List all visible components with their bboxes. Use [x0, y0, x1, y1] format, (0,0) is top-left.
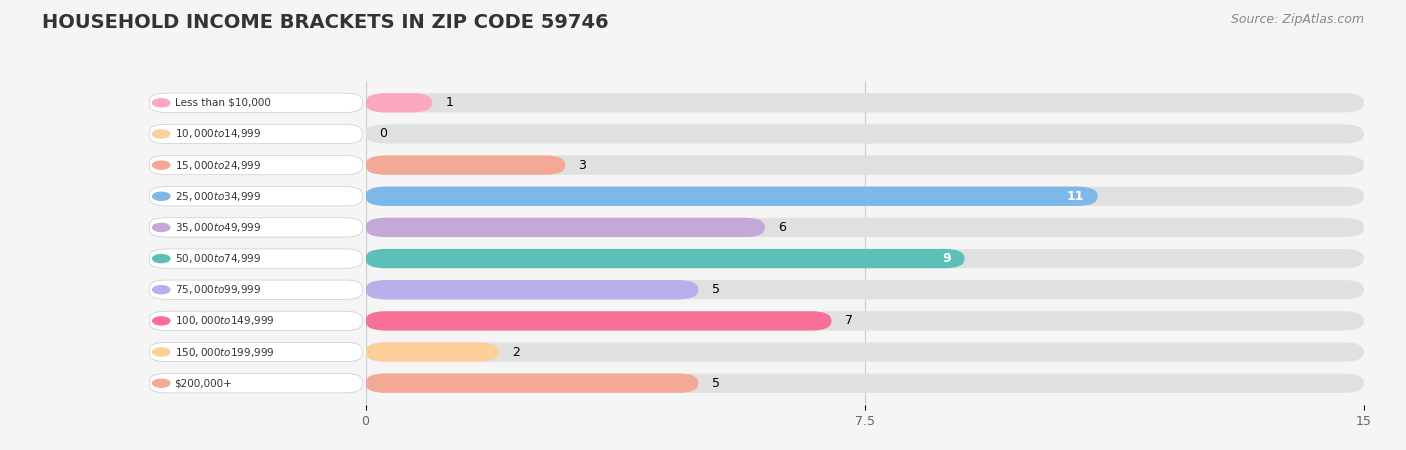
FancyBboxPatch shape — [366, 342, 499, 362]
FancyBboxPatch shape — [366, 93, 1364, 112]
Text: $75,000 to $99,999: $75,000 to $99,999 — [174, 283, 262, 296]
FancyBboxPatch shape — [149, 249, 363, 268]
Text: $150,000 to $199,999: $150,000 to $199,999 — [174, 346, 274, 359]
Text: $25,000 to $34,999: $25,000 to $34,999 — [174, 190, 262, 203]
Text: 5: 5 — [711, 283, 720, 296]
FancyBboxPatch shape — [366, 374, 1364, 393]
FancyBboxPatch shape — [149, 187, 363, 206]
FancyBboxPatch shape — [149, 342, 363, 362]
Text: 7: 7 — [845, 315, 852, 328]
Text: Less than $10,000: Less than $10,000 — [174, 98, 270, 108]
FancyBboxPatch shape — [366, 280, 699, 299]
FancyBboxPatch shape — [149, 311, 363, 331]
Circle shape — [153, 348, 170, 356]
Text: $10,000 to $14,999: $10,000 to $14,999 — [174, 127, 262, 140]
Text: 2: 2 — [512, 346, 520, 359]
FancyBboxPatch shape — [366, 155, 565, 175]
Text: 11: 11 — [1067, 190, 1084, 203]
Text: $15,000 to $24,999: $15,000 to $24,999 — [174, 158, 262, 171]
Text: 1: 1 — [446, 96, 453, 109]
FancyBboxPatch shape — [366, 342, 1364, 362]
Text: 9: 9 — [942, 252, 952, 265]
FancyBboxPatch shape — [149, 218, 363, 237]
Text: Source: ZipAtlas.com: Source: ZipAtlas.com — [1230, 14, 1364, 27]
FancyBboxPatch shape — [366, 155, 1364, 175]
Text: $200,000+: $200,000+ — [174, 378, 232, 388]
Text: 5: 5 — [711, 377, 720, 390]
FancyBboxPatch shape — [149, 155, 363, 175]
FancyBboxPatch shape — [366, 187, 1364, 206]
FancyBboxPatch shape — [366, 374, 699, 393]
FancyBboxPatch shape — [149, 280, 363, 299]
Text: 3: 3 — [578, 158, 586, 171]
Circle shape — [153, 161, 170, 169]
Circle shape — [153, 130, 170, 138]
FancyBboxPatch shape — [366, 218, 765, 237]
FancyBboxPatch shape — [149, 374, 363, 393]
FancyBboxPatch shape — [366, 280, 1364, 299]
Text: HOUSEHOLD INCOME BRACKETS IN ZIP CODE 59746: HOUSEHOLD INCOME BRACKETS IN ZIP CODE 59… — [42, 14, 609, 32]
FancyBboxPatch shape — [366, 218, 1364, 237]
Circle shape — [153, 99, 170, 107]
FancyBboxPatch shape — [366, 249, 965, 268]
Circle shape — [153, 379, 170, 387]
FancyBboxPatch shape — [366, 124, 1364, 144]
Text: 6: 6 — [778, 221, 786, 234]
Text: 0: 0 — [378, 127, 387, 140]
FancyBboxPatch shape — [149, 93, 363, 112]
Circle shape — [153, 286, 170, 294]
Circle shape — [153, 317, 170, 325]
FancyBboxPatch shape — [366, 311, 831, 331]
FancyBboxPatch shape — [366, 249, 1364, 268]
Circle shape — [153, 223, 170, 231]
Circle shape — [153, 255, 170, 263]
FancyBboxPatch shape — [366, 311, 1364, 331]
Text: $35,000 to $49,999: $35,000 to $49,999 — [174, 221, 262, 234]
FancyBboxPatch shape — [366, 187, 1098, 206]
FancyBboxPatch shape — [149, 124, 363, 144]
Text: $50,000 to $74,999: $50,000 to $74,999 — [174, 252, 262, 265]
Circle shape — [153, 192, 170, 200]
Text: $100,000 to $149,999: $100,000 to $149,999 — [174, 315, 274, 328]
FancyBboxPatch shape — [366, 93, 432, 112]
